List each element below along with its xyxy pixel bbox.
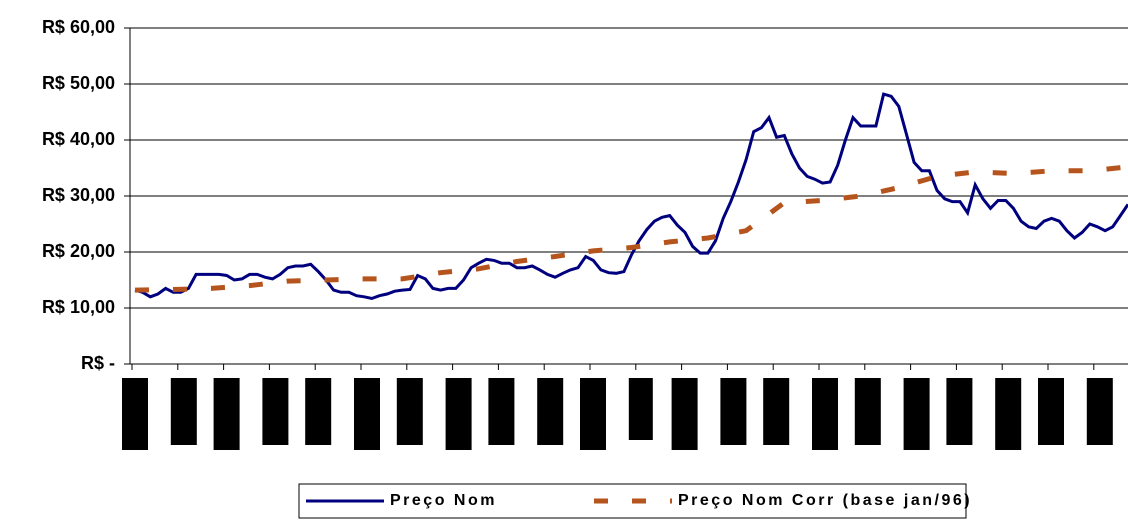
- y-tick-label: R$ 20,00: [42, 241, 115, 261]
- y-tick-label: R$ 30,00: [42, 185, 115, 205]
- legend: Preço Nom Preço Nom Corr (base jan/96): [298, 483, 972, 519]
- x-label-block: [763, 378, 790, 445]
- x-label-block: [671, 378, 698, 450]
- y-tick-label: R$ -: [81, 353, 115, 373]
- series-line: [134, 92, 1128, 301]
- y-tick-label: R$ 50,00: [42, 73, 115, 93]
- x-label-block: [354, 378, 380, 450]
- x-label-block: [580, 378, 606, 450]
- y-tick-label: R$ 60,00: [42, 17, 115, 37]
- x-label-block: [537, 378, 564, 445]
- x-label-block: [1086, 378, 1113, 445]
- x-label-block: [445, 378, 472, 450]
- x-label-block: [396, 378, 423, 445]
- legend-label: Preço Nom Corr (base jan/96): [678, 492, 972, 509]
- x-label-block: [628, 378, 653, 440]
- x-label-block: [305, 378, 332, 445]
- y-tick-label: R$ 40,00: [42, 129, 115, 149]
- x-label-block: [122, 378, 148, 450]
- series-line: [134, 164, 1128, 293]
- x-label-block: [262, 378, 289, 445]
- x-label-block: [903, 378, 930, 450]
- y-tick-label: R$ 10,00: [42, 297, 115, 317]
- x-label-block: [854, 378, 881, 445]
- x-label-block: [170, 378, 197, 445]
- legend-label: Preço Nom: [390, 492, 497, 509]
- x-label-block: [488, 378, 515, 445]
- x-label-block: [213, 378, 240, 450]
- x-label-block: [720, 378, 747, 445]
- x-label-block: [812, 378, 838, 450]
- x-label-block: [1038, 378, 1064, 445]
- x-label-block: [995, 378, 1022, 450]
- x-label-block: [946, 378, 973, 445]
